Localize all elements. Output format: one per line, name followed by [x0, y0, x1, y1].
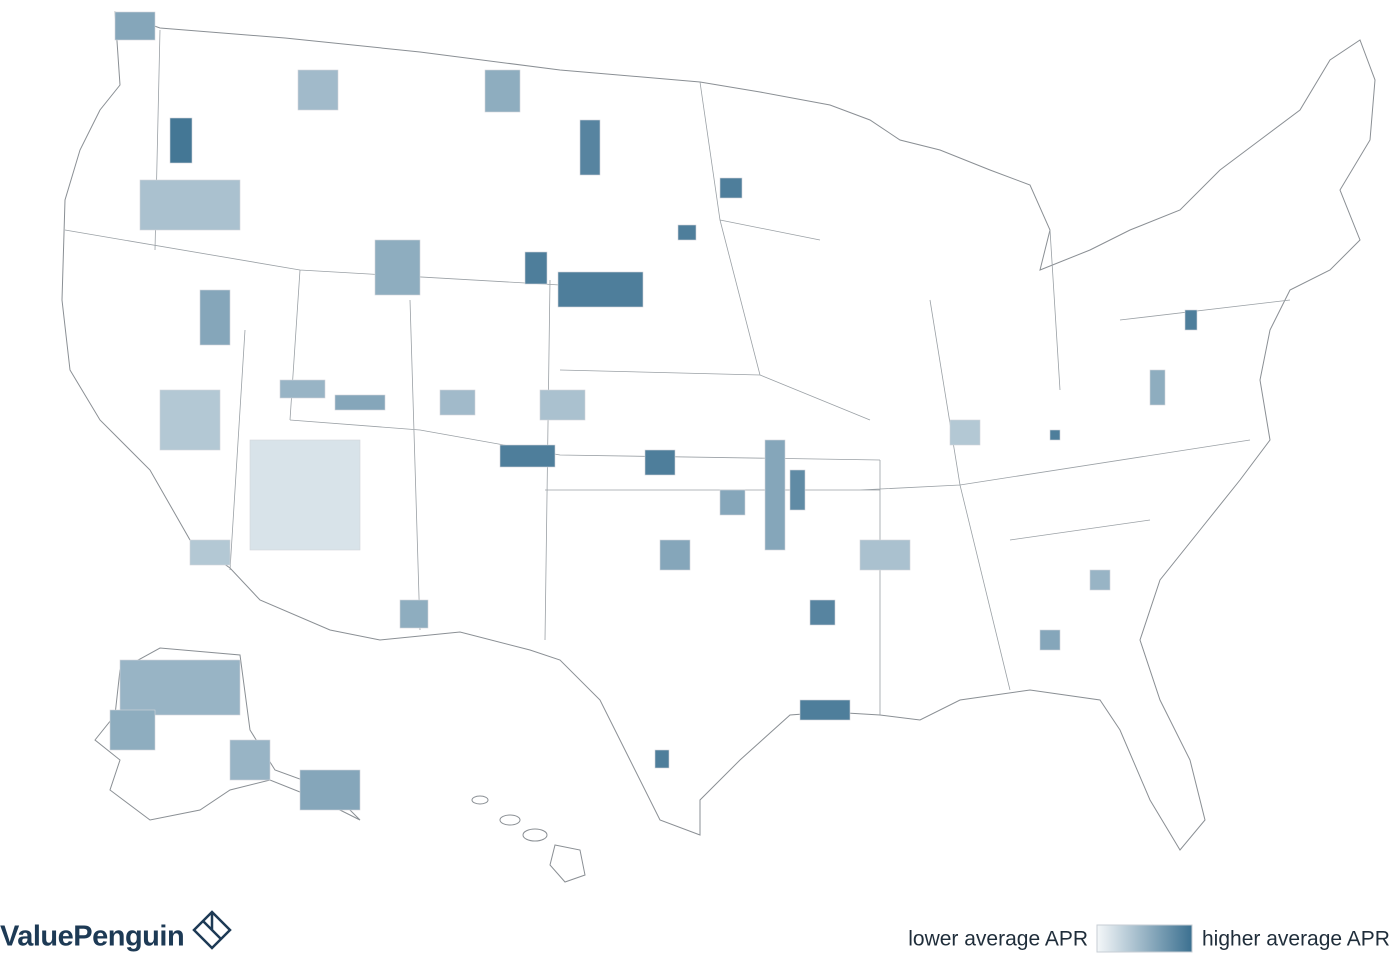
shaded-county [539, 389, 586, 421]
shaded-county [644, 449, 676, 476]
shaded-county [109, 709, 156, 751]
shaded-county [297, 69, 339, 111]
legend-gradient [1096, 924, 1193, 953]
hawaii [471, 795, 586, 883]
shaded-county [439, 389, 476, 416]
map [61, 11, 1376, 883]
shaded-county [789, 469, 806, 511]
legend-low-label: lower average APR [908, 928, 1088, 951]
shaded-county [249, 439, 361, 551]
shaded-county [484, 69, 521, 113]
shaded-county [399, 599, 429, 629]
shaded-county [659, 539, 691, 571]
legend: lower average APR higher average APR [908, 924, 1390, 953]
shaded-county [1049, 429, 1061, 441]
shaded-county [809, 599, 836, 626]
shaded-county [169, 117, 193, 164]
shaded-county [799, 699, 851, 721]
shaded-counties [109, 11, 1198, 811]
shaded-county [114, 11, 156, 41]
shaded-county [654, 749, 670, 769]
brand: ValuePenguin [0, 910, 232, 953]
shaded-county [139, 179, 241, 231]
shaded-county [1089, 569, 1111, 591]
shaded-county [677, 224, 697, 241]
shaded-county [189, 539, 231, 566]
shaded-county [119, 659, 241, 716]
shaded-county [949, 419, 981, 446]
shaded-county [719, 177, 743, 199]
shaded-county [1149, 369, 1166, 406]
shaded-county [229, 739, 271, 781]
shaded-county [199, 289, 231, 346]
shaded-county [859, 539, 911, 571]
shaded-county [299, 769, 361, 811]
shaded-county [557, 271, 644, 308]
shaded-county [1039, 629, 1061, 651]
contiguous-us [61, 11, 1376, 851]
shaded-county [334, 394, 386, 411]
shaded-county [1184, 309, 1198, 331]
legend-high-label: higher average APR [1202, 928, 1390, 951]
shaded-county [524, 251, 548, 285]
shaded-county [499, 444, 556, 468]
shaded-county [159, 389, 221, 451]
brand-logo [192, 910, 232, 950]
shaded-county [719, 489, 746, 516]
brand-name: ValuePenguin [0, 921, 184, 953]
shaded-county [764, 439, 786, 551]
shaded-county [374, 239, 421, 296]
shaded-county [579, 119, 601, 176]
shaded-county [279, 379, 326, 399]
